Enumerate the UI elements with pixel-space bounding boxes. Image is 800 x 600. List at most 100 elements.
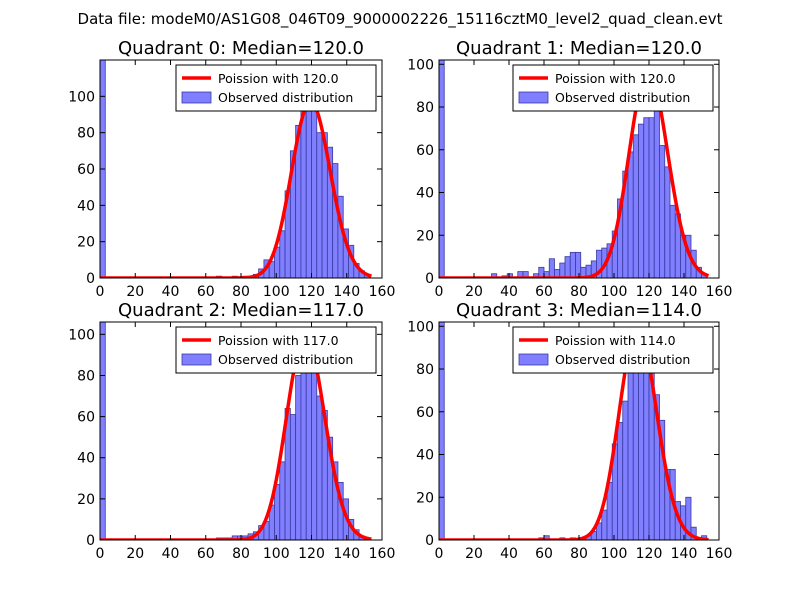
- quadrant-2-panel: Quadrant 2: Median=117.0 0 20 40 60 80 100 120 1…: [68, 300, 395, 562]
- quadrant-0-legend-curve-label: Poission with 120.0: [218, 71, 339, 86]
- quadrant-1-bar-26: [638, 123, 645, 278]
- quadrant-3-bar-12: [617, 422, 624, 540]
- quadrant-0-xtick-label-4: 80: [232, 284, 250, 300]
- quadrant-0-xtick-label-8: 160: [369, 284, 396, 300]
- quadrant-0-ytick-label-0: 0: [86, 271, 95, 287]
- quadrant-1-ytick-label-3: 60: [416, 143, 434, 159]
- quadrant-1-ytick-label-1: 20: [416, 228, 434, 244]
- quadrant-2-legend-bar-label: Observed distribution: [218, 352, 353, 367]
- quadrant-2-bar-0: [100, 322, 106, 540]
- quadrant-3-bar-9: [601, 509, 608, 540]
- quadrant-0-xtick-label-7: 140: [333, 284, 360, 300]
- quadrant-1-legend-bar-label: Observed distribution: [555, 90, 690, 105]
- quadrant-1-bar-25: [632, 134, 639, 278]
- quadrant-1-bar-27: [643, 117, 650, 278]
- quadrant-1-xtick-label-1: 20: [465, 284, 483, 300]
- quadrant-1-bar-3: [506, 273, 513, 278]
- quadrant-2-bar-20: [316, 395, 323, 540]
- quadrant-0-ytick-label-4: 80: [77, 126, 95, 142]
- quadrant-0-ytick-label-1: 20: [77, 235, 95, 251]
- quadrant-1-bar-29: [653, 106, 660, 278]
- quadrant-1-ytick-label-5: 100: [407, 57, 434, 73]
- quadrant-1-xtick-label-8: 160: [706, 284, 733, 300]
- quadrant-1-ytick-label-2: 40: [416, 186, 434, 202]
- quadrant-1-bar-24: [627, 151, 634, 278]
- quadrant-2-bar-17: [300, 344, 307, 540]
- quadrant-1-bar-0: [439, 60, 445, 278]
- quadrant-0-legend: Poission with 120.0 Observed distribution: [175, 64, 377, 112]
- quadrant-0-bars: [100, 60, 371, 278]
- quadrant-2-ytick-label-4: 80: [77, 368, 95, 384]
- quadrant-0-legend-bar-label: Observed distribution: [218, 90, 353, 105]
- quadrant-0-xtick-label-3: 60: [197, 284, 215, 300]
- quadrant-2-title: Quadrant 2: Median=117.0: [118, 300, 364, 321]
- quadrant-2-bar-19: [311, 364, 318, 540]
- quadrant-2-xtick-label-5: 100: [263, 546, 290, 562]
- quadrant-1-bar-30: [659, 145, 666, 278]
- quadrant-1-xtick-label-7: 140: [671, 284, 698, 300]
- quadrant-1-ytick-label-4: 80: [416, 100, 434, 116]
- quadrant-2-xtick-label-1: 20: [126, 546, 144, 562]
- quadrant-2-ytick-label-5: 100: [68, 327, 95, 343]
- quadrant-2-legend-bar-swatch: [181, 353, 212, 366]
- quadrant-1-bar-14: [575, 251, 582, 278]
- quadrant-1-xtick-label-5: 100: [601, 284, 628, 300]
- quadrant-2-xtick-label-4: 80: [232, 546, 250, 562]
- quadrant-1-bar-32: [669, 204, 676, 278]
- quadrant-2-xtick-label-0: 0: [96, 546, 105, 562]
- quadrant-3-ytick-label-2: 40: [416, 448, 434, 464]
- quadrant-0-bar-13: [300, 105, 307, 278]
- quadrant-3-xtick-label-8: 160: [706, 546, 733, 562]
- quadrant-3-bar-13: [622, 400, 629, 540]
- quadrant-1-legend: Poission with 120.0 Observed distribution: [512, 64, 714, 112]
- quadrant-3-bar-25: [685, 496, 692, 540]
- quadrant-2-xtick-label-6: 120: [298, 546, 325, 562]
- quadrant-3-title: Quadrant 3: Median=114.0: [456, 300, 702, 321]
- quadrant-3-bar-0: [439, 322, 445, 540]
- quadrant-3-legend-curve-label: Poission with 114.0: [555, 333, 676, 348]
- quadrant-0-bar-9: [279, 230, 286, 278]
- quadrant-1-xtick-label-4: 80: [570, 284, 588, 300]
- quadrant-1-title: Quadrant 1: Median=120.0: [456, 38, 702, 59]
- quadrant-1-bar-31: [664, 166, 671, 278]
- quadrant-3-xtick-label-7: 140: [671, 546, 698, 562]
- quadrant-2-ytick-label-2: 40: [77, 451, 95, 467]
- quadrant-0-ytick-label-5: 100: [68, 89, 95, 105]
- quadrant-3-xtick-label-1: 20: [465, 546, 483, 562]
- quadrant-3-bar-14: [627, 347, 634, 540]
- quadrant-0-xtick-label-6: 120: [298, 284, 325, 300]
- quadrant-1-bar-11: [559, 262, 566, 278]
- quadrant-2-xtick-label-2: 40: [162, 546, 180, 562]
- quadrant-1-legend-curve-label: Poission with 120.0: [555, 71, 676, 86]
- quadrant-2-ytick-label-0: 0: [86, 533, 95, 549]
- quadrant-2-xtick-label-7: 140: [333, 546, 360, 562]
- quadrant-3-xtick-label-2: 40: [500, 546, 518, 562]
- quadrant-0-bar-14: [305, 86, 312, 278]
- quadrant-2-bar-18: [305, 358, 312, 540]
- figure-suptitle: Data file: modeM0/AS1G08_046T09_90000022…: [78, 10, 723, 29]
- quadrant-2-ytick-label-3: 60: [77, 410, 95, 426]
- quadrant-1-bar-13: [569, 251, 576, 278]
- quadrant-1-xtick-label-3: 60: [535, 284, 553, 300]
- quadrant-0-xtick-label-1: 20: [126, 284, 144, 300]
- quadrant-1-panel: Quadrant 1: Median=120.0 0 20 40 60 80 100 120 1…: [407, 38, 732, 300]
- quadrant-0-xtick-label-5: 100: [263, 284, 290, 300]
- quadrant-1-bar-1: [491, 273, 498, 278]
- quadrant-1-xtick-label-2: 40: [500, 284, 518, 300]
- quadrant-0-panel: Quadrant 0: Median=120.0 0 20 40 60 80 100 120 1…: [68, 38, 395, 300]
- quadrant-2-xtick-label-8: 160: [369, 546, 396, 562]
- quadrant-0-legend-bar-swatch: [181, 91, 212, 104]
- quadrant-0-bar-16: [316, 132, 323, 278]
- quadrant-2-legend: Poission with 117.0 Observed distribution: [175, 326, 377, 374]
- quadrant-1-xtick-label-6: 120: [636, 284, 663, 300]
- quadrant-1-ytick-label-0: 0: [425, 271, 434, 287]
- quadrant-1-legend-bar-swatch: [518, 91, 549, 104]
- quadrant-3-xtick-label-4: 80: [570, 546, 588, 562]
- quadrant-2-bar-13: [279, 461, 286, 540]
- quadrant-3-ytick-label-5: 100: [407, 319, 434, 335]
- quadrant-0-ytick-label-2: 40: [77, 198, 95, 214]
- quadrant-0-xtick-label-2: 40: [162, 284, 180, 300]
- quadrant-1-bar-9: [548, 258, 555, 278]
- quadrant-0-ytick-label-3: 60: [77, 162, 95, 178]
